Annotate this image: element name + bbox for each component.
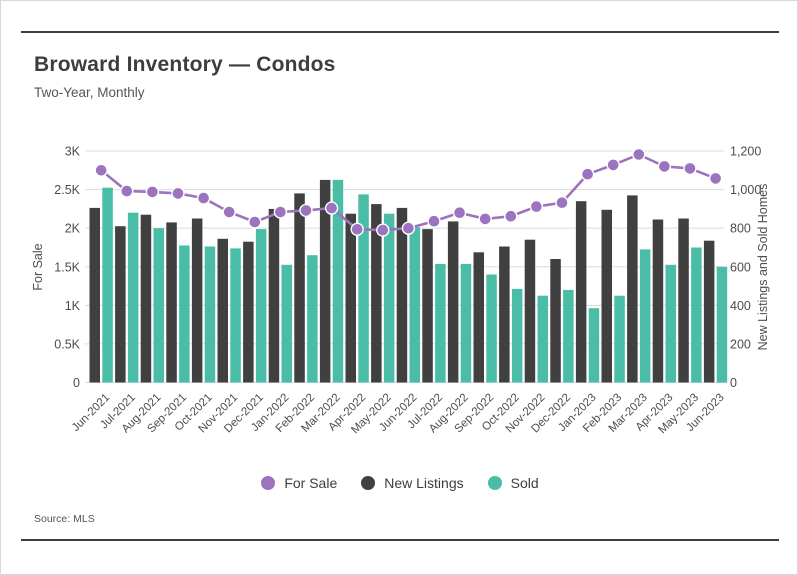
- svg-text:2K: 2K: [65, 222, 81, 236]
- top-rule: [21, 31, 779, 33]
- chart-subtitle: Two-Year, Monthly: [34, 85, 145, 100]
- svg-text:1.5K: 1.5K: [54, 260, 80, 274]
- bars-new-listings: [89, 179, 715, 383]
- sold-swatch-icon: [487, 476, 502, 490]
- svg-text:1K: 1K: [65, 299, 81, 313]
- svg-text:1,200: 1,200: [730, 145, 761, 159]
- svg-text:400: 400: [730, 299, 751, 313]
- svg-text:0: 0: [730, 376, 737, 390]
- legend-item-sold: Sold: [487, 475, 539, 491]
- page-title: Broward Inventory — Condos: [34, 53, 336, 76]
- legend-item-for-sale: For Sale: [261, 475, 337, 491]
- for-sale-markers: [94, 147, 723, 237]
- new-listings-swatch-icon: [361, 476, 376, 490]
- svg-text:1,000: 1,000: [730, 183, 761, 197]
- svg-text:0: 0: [73, 376, 80, 390]
- left-axis-ticks: 0 0.5K 1K 1.5K 2K 2.5K 3K: [54, 145, 80, 391]
- bars-sold: [102, 179, 728, 383]
- legend-label: New Listings: [384, 475, 464, 491]
- legend-item-new-listings: New Listings: [361, 475, 464, 491]
- right-axis-title: New Listings and Sold Homes: [756, 184, 770, 351]
- bottom-rule: [21, 539, 779, 541]
- right-axis-ticks: 0 200 400 600 800 1,000 1,200: [730, 145, 761, 391]
- svg-text:600: 600: [730, 260, 751, 274]
- svg-text:0.5K: 0.5K: [54, 337, 80, 351]
- svg-text:800: 800: [730, 222, 751, 236]
- left-axis-title: For Sale: [31, 243, 45, 290]
- svg-text:2.5K: 2.5K: [54, 183, 80, 197]
- legend-label: For Sale: [284, 475, 338, 491]
- chart-legend: For Sale New Listings Sold: [1, 475, 797, 491]
- source-note: Source: MLS: [34, 513, 95, 525]
- svg-text:200: 200: [730, 337, 751, 351]
- legend-label: Sold: [510, 475, 539, 491]
- for-sale-swatch-icon: [261, 476, 276, 490]
- x-axis-labels: Jun-2021Jul-2021Aug-2021Sep-2021Oct-2021…: [70, 392, 727, 437]
- svg-text:3K: 3K: [65, 145, 81, 159]
